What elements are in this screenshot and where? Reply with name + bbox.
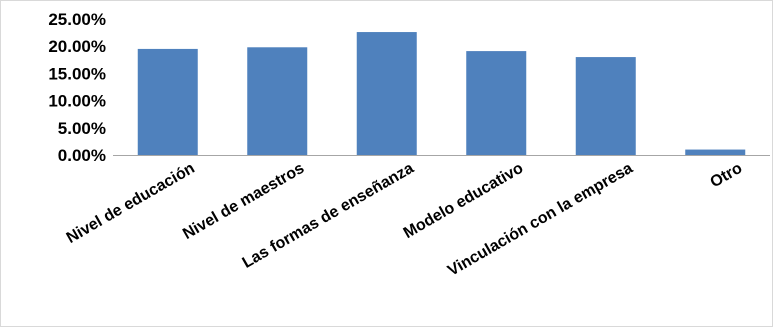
bar-1 [247,47,308,156]
y-tick-label: 20.00% [48,37,106,56]
y-tick-label: 25.00% [48,10,106,29]
bar-2 [356,32,417,155]
y-tick-label: 15.00% [48,64,106,83]
bar-4 [575,57,636,155]
y-tick-label: 10.00% [48,92,106,111]
bar-0 [137,48,198,155]
bar-5 [685,149,746,155]
y-tick-label: 0.00% [58,146,106,165]
bars [137,32,746,156]
bar-3 [466,51,527,155]
y-axis-tick-labels: 0.00% 5.00% 10.00% 15.00% 20.00% 25.00% [48,10,106,165]
y-tick-label: 5.00% [58,119,106,138]
